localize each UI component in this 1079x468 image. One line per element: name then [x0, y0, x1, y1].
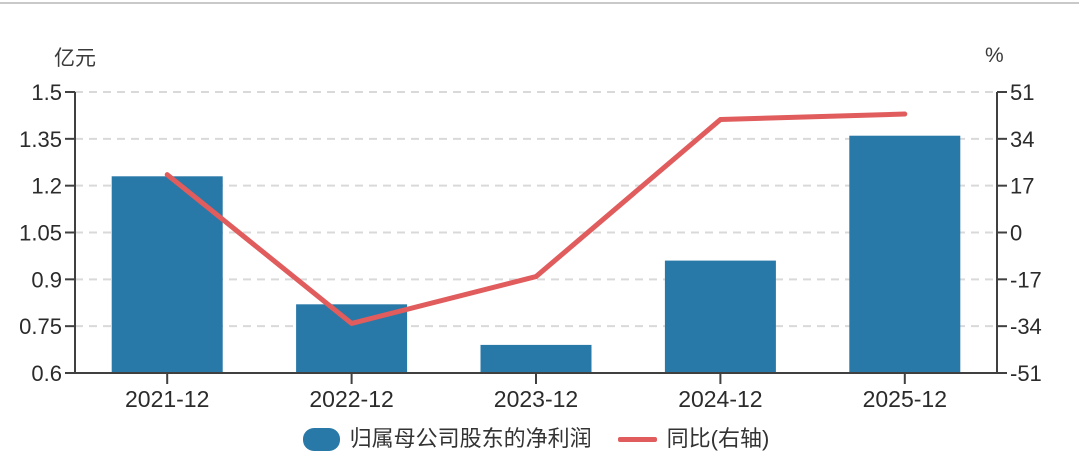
bar-2021-12[interactable] [111, 176, 223, 373]
y-right-tick-label: 17 [1010, 174, 1034, 199]
right-axis-unit-label: % [985, 44, 1004, 67]
legend-label-yoy: 同比(右轴) [666, 426, 770, 451]
bar-series-swatch-icon [302, 427, 340, 451]
legend-label-net-profit: 归属母公司股东的净利润 [349, 426, 592, 451]
y-right-tick-label: -51 [1010, 361, 1042, 386]
y-left-tick-label: 1.5 [31, 80, 62, 105]
legend-item-yoy[interactable]: 同比(右轴) [617, 426, 770, 451]
left-axis-unit-label: 亿元 [54, 47, 96, 70]
x-tick-label: 2025-12 [863, 386, 947, 412]
chart-legend: 归属母公司股东的净利润 同比(右轴) [75, 419, 997, 459]
x-tick-label: 2021-12 [125, 386, 209, 412]
y-right-tick-label: 51 [1010, 80, 1034, 105]
yoy-trend-line[interactable] [164, 111, 908, 326]
x-tick-label: 2022-12 [309, 386, 393, 412]
top-divider [0, 2, 1079, 4]
line-series-swatch-icon [617, 436, 657, 442]
legend-item-net-profit[interactable]: 归属母公司股东的净利润 [302, 426, 592, 451]
y-right-tick-label: -34 [1010, 314, 1042, 339]
y-right-tick-label: 0 [1010, 221, 1022, 246]
y-left-tick-label: 0.75 [19, 314, 62, 339]
y-left-tick-label: 1.35 [19, 127, 62, 152]
y-left-tick-label: 1.2 [31, 174, 62, 199]
y-left-tick-label: 0.6 [31, 361, 62, 386]
y-left-tick-label: 0.9 [31, 267, 62, 292]
bar-2023-12[interactable] [480, 344, 592, 373]
y-left-tick-label: 1.05 [19, 221, 62, 246]
chart-canvas: 1.5 1.35 1.2 1.05 0.9 0.75 0.6 51 34 17 0 -17 -34 -51… [19, 80, 1042, 412]
bar-2024-12[interactable] [664, 260, 776, 373]
x-tick-label: 2024-12 [678, 386, 762, 412]
y-right-tick-label: 34 [1010, 127, 1034, 152]
x-tick-label: 2023-12 [494, 386, 578, 412]
bar-2025-12[interactable] [849, 135, 961, 373]
y-right-tick-label: -17 [1010, 267, 1042, 292]
